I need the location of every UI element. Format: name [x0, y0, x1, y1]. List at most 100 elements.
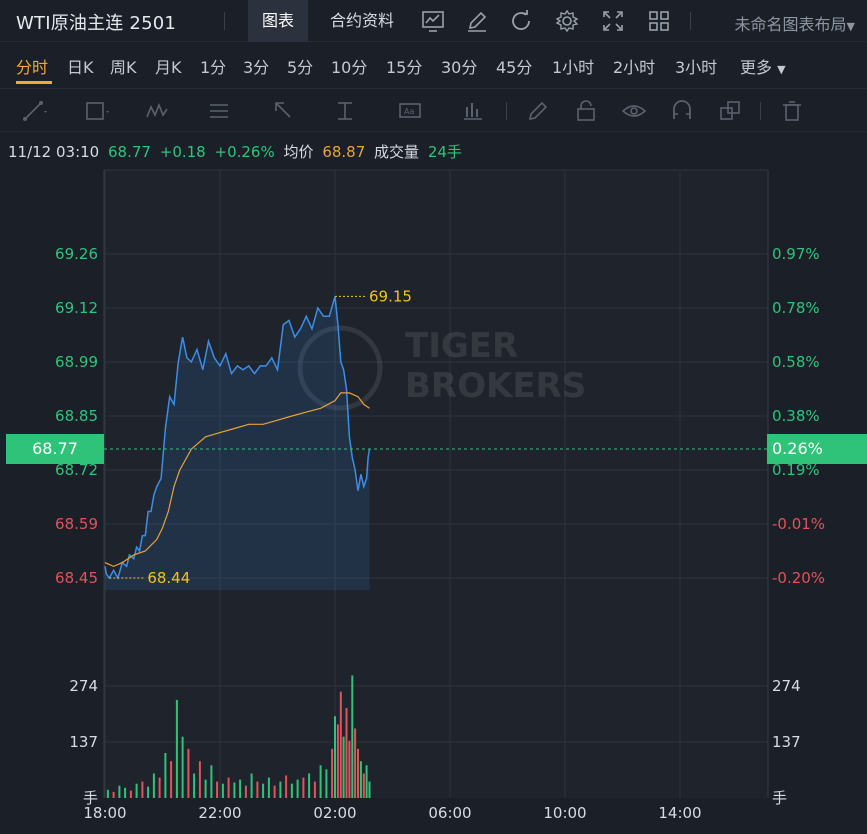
period-item[interactable]: 3分: [243, 58, 270, 77]
top-bar: WTI原油主连 2501 图表 合约资料 未命名图表布局▼: [0, 0, 867, 42]
period-item[interactable]: 15分: [386, 58, 423, 77]
period-item[interactable]: 1小时: [552, 58, 595, 77]
average-price-line: [104, 392, 370, 568]
caret-down-icon: ▼: [846, 20, 855, 33]
volume-bar: [334, 716, 336, 798]
volume-bar: [175, 699, 178, 798]
volume-bar: [351, 675, 354, 798]
wave-tool-icon[interactable]: [144, 97, 172, 125]
text-tool-icon[interactable]: Aa: [396, 97, 424, 125]
volume-bar: [164, 753, 167, 798]
period-more[interactable]: 更多 ▼: [740, 54, 786, 78]
volume-bar: [365, 765, 368, 798]
volume-bar: [313, 781, 316, 798]
watermark-line1: TIGER: [405, 326, 518, 366]
period-item[interactable]: 3小时: [675, 58, 718, 77]
avg-price-label: 均价: [283, 143, 314, 161]
edit-icon[interactable]: [464, 8, 490, 34]
volume-bar: [216, 781, 219, 798]
y-right-tick: 0.19%: [772, 461, 820, 479]
vertical-line-tool-icon[interactable]: [332, 97, 360, 125]
quote-info-line: 11/12 03:10 68.77 +0.18 +0.26% 均价 68.87 …: [8, 141, 466, 162]
refresh-icon[interactable]: [508, 8, 534, 34]
period-item[interactable]: 2小时: [613, 58, 656, 77]
price-line: [104, 296, 371, 580]
fullscreen-icon[interactable]: [600, 8, 626, 34]
period-item[interactable]: 分时: [16, 58, 49, 77]
period-item[interactable]: 日K: [67, 58, 94, 77]
arrow-tool-icon[interactable]: [270, 97, 298, 125]
y-right-tick: 0.38%: [772, 407, 820, 425]
period-item[interactable]: 月K: [155, 58, 182, 77]
lock-icon[interactable]: [572, 97, 600, 125]
left-price-axis: 69.26 69.12 68.99 68.85 68.72 68.59 68.4…: [55, 245, 98, 587]
chart-grid: [103, 169, 769, 798]
volume-bar: [256, 781, 259, 798]
grid-layout-icon[interactable]: [646, 8, 672, 34]
watermark: TIGER BROKERS: [297, 325, 586, 411]
volume-bar: [227, 777, 230, 798]
volume-bar: [239, 779, 242, 798]
volume-bar: [135, 783, 138, 798]
trash-icon[interactable]: [778, 97, 806, 125]
x-tick: 18:00: [83, 804, 126, 822]
y-left-tick: 69.26: [55, 245, 98, 263]
x-tick: 10:00: [543, 804, 586, 822]
tab-contract-info[interactable]: 合约资料: [330, 11, 395, 30]
volume-bar: [147, 786, 150, 798]
period-bar: 分时 日K 周K 月K 1分 3分 5分 10分 15分 30分 45分 1小时…: [0, 42, 867, 88]
fibonacci-tool-icon[interactable]: [206, 97, 234, 125]
x-tick: 22:00: [198, 804, 241, 822]
copy-icon[interactable]: [716, 97, 744, 125]
period-more-label: 更多: [740, 58, 773, 77]
period-item[interactable]: 45分: [496, 58, 533, 77]
period-item[interactable]: 周K: [110, 58, 137, 77]
watermark-line2: BROKERS: [405, 366, 586, 406]
y-left-tick: 68.99: [55, 353, 98, 371]
volume-bar: [106, 789, 109, 798]
volume-bar: [250, 773, 253, 798]
period-item[interactable]: 10分: [331, 58, 368, 77]
pen-icon[interactable]: [524, 97, 552, 125]
volume-bar: [244, 785, 247, 798]
y-right-tick: 0.97%: [772, 245, 820, 263]
volume-bar: [302, 777, 305, 798]
current-price-tag-left: 68.77: [6, 434, 104, 464]
y-right-tick: -0.01%: [772, 515, 825, 533]
drawing-toolbar: Aa: [0, 88, 867, 132]
y-right-tick: 0.78%: [772, 299, 820, 317]
indicator-icon[interactable]: [420, 8, 446, 34]
volume-bar: [331, 748, 334, 798]
volume-unit: 手: [772, 789, 787, 807]
volume-bar: [152, 773, 155, 798]
eye-icon[interactable]: [620, 97, 648, 125]
volume-bar: [262, 783, 265, 798]
period-item[interactable]: 1分: [200, 58, 227, 77]
symbol-title[interactable]: WTI原油主连 2501: [16, 13, 177, 34]
period-item[interactable]: 5分: [287, 58, 314, 77]
period-item[interactable]: 30分: [441, 58, 478, 77]
trendline-tool-icon[interactable]: [20, 97, 48, 125]
volume-bar: [273, 785, 276, 798]
divider: [690, 12, 691, 30]
volume-bar: [308, 773, 311, 798]
volume-bar: [129, 790, 132, 798]
active-period-indicator: [16, 81, 52, 84]
volume-bar: [193, 773, 196, 798]
volume-tick: 274: [69, 677, 98, 695]
y-right-tick: -0.20%: [772, 569, 825, 587]
quote-change: +0.18: [159, 143, 206, 161]
x-tick: 02:00: [313, 804, 356, 822]
bar-pattern-tool-icon[interactable]: [460, 97, 488, 125]
magnet-icon[interactable]: [668, 97, 696, 125]
gear-icon[interactable]: [554, 8, 580, 34]
volume-bar: [210, 765, 213, 798]
tab-chart[interactable]: 图表: [248, 0, 309, 42]
low-price-label: 68.44: [147, 569, 190, 587]
rectangle-tool-icon[interactable]: [82, 97, 110, 125]
volume-bar: [124, 787, 127, 798]
layout-dropdown[interactable]: 未命名图表布局▼: [735, 11, 855, 35]
volume-bar: [279, 781, 282, 798]
volume-bar: [336, 724, 339, 798]
